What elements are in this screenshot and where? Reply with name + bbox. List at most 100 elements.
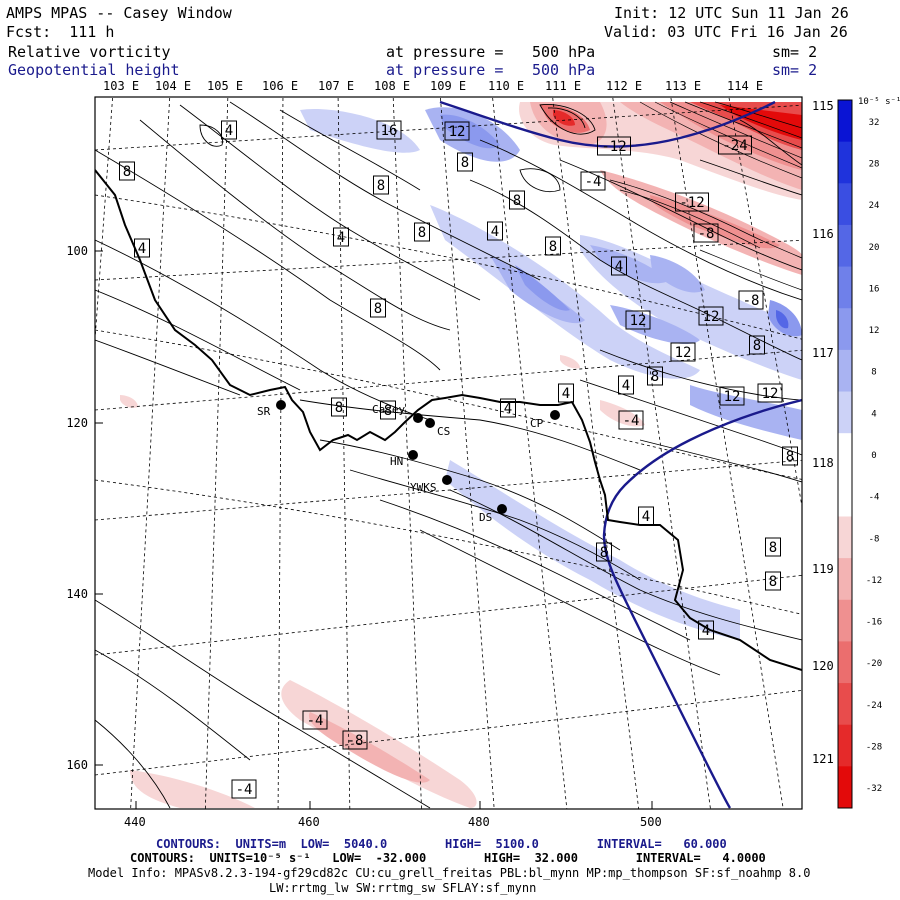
lon-label: 111 E (545, 79, 581, 93)
contour-label-box (698, 620, 714, 640)
init-time: Init: 12 UTC Sun 11 Jan 26 (614, 4, 849, 22)
lon-label: 106 E (262, 79, 298, 93)
contour-label: -4 (307, 713, 324, 729)
contour-label-box (380, 400, 396, 420)
contour-label: 8 (418, 225, 426, 241)
map-title: AMPS MPAS -- Casey Window (6, 4, 232, 22)
contour-label-box (331, 397, 347, 417)
contour-label: -4 (585, 174, 602, 190)
colorbar-swatch (838, 391, 852, 434)
field2-smoothing: sm= 2 (772, 61, 818, 79)
colorbar-swatch (838, 599, 852, 642)
station-label: DS (479, 511, 492, 524)
contour-label-box (718, 135, 752, 155)
lon-label: 112 E (606, 79, 642, 93)
contour-label: -8 (698, 226, 715, 242)
field1-smoothing: sm= 2 (772, 43, 818, 61)
station-label: CP (530, 417, 544, 430)
contour-label-box (611, 256, 627, 276)
colorbar-tick-label: -28 (866, 743, 882, 753)
colorbar-tick-label: 4 (871, 409, 876, 419)
contour-label: 8 (786, 449, 794, 465)
vorticity-shading (120, 102, 802, 808)
contour-label-box (414, 222, 430, 242)
station-marker[interactable] (276, 400, 286, 410)
contour-label: 4 (615, 259, 623, 275)
contour-label: 8 (377, 178, 385, 194)
colorbar-frame (837, 99, 853, 809)
contour-label: 12 (630, 313, 647, 329)
lon-label: 105 E (207, 79, 243, 93)
axis-ticks (95, 250, 653, 809)
station-label: HN (390, 455, 403, 468)
contour-label-box (719, 386, 745, 406)
contour-label: 8 (753, 338, 761, 354)
contour-label-box (638, 506, 654, 526)
contour-label: -12 (679, 195, 704, 211)
contour-label: -12 (601, 139, 626, 155)
colorbar-tick-label: -16 (866, 618, 882, 628)
contour-label-box (765, 571, 781, 591)
colorbar-swatch (838, 641, 852, 684)
station-marker[interactable] (550, 410, 560, 420)
contour-label: 4 (337, 230, 345, 246)
colorbar-tick-label: -20 (866, 659, 882, 669)
contour-label-box (618, 410, 644, 430)
contour-label: 8 (769, 574, 777, 590)
colorbar-swatch (838, 516, 852, 559)
y-tick-label: 120 (66, 416, 88, 430)
contour-label-box (231, 779, 257, 799)
plot-frame (94, 96, 803, 810)
station-marker[interactable] (442, 475, 452, 485)
contour-label-box (333, 227, 349, 247)
lon-label: 110 E (488, 79, 524, 93)
contour-label: -8 (347, 733, 364, 749)
contour-label-box (558, 383, 574, 403)
contour-label: 8 (549, 239, 557, 255)
contour-label: 12 (724, 389, 741, 405)
contour-label-box (749, 335, 765, 355)
coastline (95, 169, 802, 671)
field2-pressure-label: at pressure = (386, 61, 504, 79)
contour-label: 4 (562, 386, 570, 402)
contour-label: 8 (461, 155, 469, 171)
colorbar-tick-label: 8 (871, 368, 876, 378)
station-marker[interactable] (425, 418, 435, 428)
x-axis-labels: 440 460 480 500 (124, 815, 662, 829)
station-label: SR (257, 405, 271, 418)
field2-pressure: 500 hPa (532, 61, 596, 79)
x-tick-label: 480 (468, 815, 490, 829)
colorbar-swatch (838, 308, 852, 351)
contour-label-box (738, 290, 764, 310)
vorticity-contours (95, 101, 802, 809)
contour-label: 12 (703, 309, 720, 325)
station-marker[interactable] (497, 504, 507, 514)
contour-label: 8 (513, 193, 521, 209)
colorbar-swatch (838, 474, 852, 517)
colorbar-tick-label: 0 (871, 451, 876, 461)
station-label: YWKS (410, 481, 437, 494)
contour-label: -8 (743, 293, 760, 309)
valid-time: Valid: 03 UTC Fri 16 Jan 26 (604, 23, 848, 41)
colorbar-tick-label: 16 (869, 284, 880, 294)
contour-label: 8 (769, 540, 777, 556)
colorbar-swatch (838, 100, 852, 143)
contour-label: 4 (702, 623, 710, 639)
field2-name: Geopotential height (8, 61, 180, 79)
colorbar-tick-label: -32 (866, 784, 882, 794)
station-marker[interactable] (413, 413, 423, 423)
contour-label: 4 (225, 123, 233, 139)
x-tick-label: 460 (298, 815, 320, 829)
colorbar-swatch (838, 558, 852, 601)
colorbar-tick-label: -8 (869, 534, 880, 544)
colorbar-swatch (838, 766, 852, 809)
contour-label-box (221, 120, 237, 140)
lon-label: 109 E (430, 79, 466, 93)
contour-label: 16 (381, 123, 398, 139)
colorbar-swatch (838, 349, 852, 393)
station-marker[interactable] (408, 450, 418, 460)
longitude-labels: 103 E 104 E 105 E 106 E 107 E 108 E 109 … (103, 79, 763, 93)
contour-label-box (647, 366, 663, 386)
footer-vorticity-contours: CONTOURS: UNITS=10⁻⁵ s⁻¹ LOW= -32.000 HI… (130, 851, 766, 865)
colorbar-tick-label: -12 (866, 576, 882, 586)
